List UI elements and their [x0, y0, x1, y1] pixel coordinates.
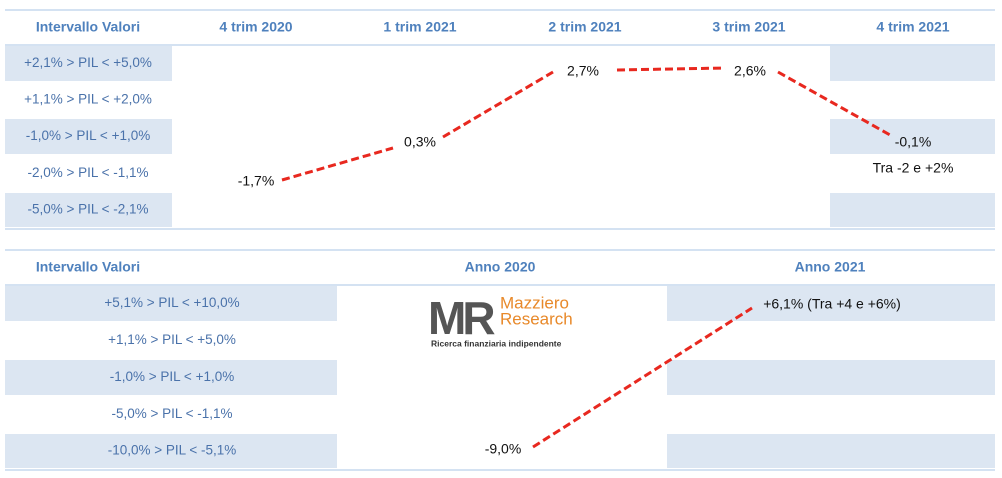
column-header: Anno 2020	[465, 259, 536, 275]
point-label: -1,7%	[238, 173, 275, 189]
point-label: -9,0%	[485, 441, 522, 457]
column-header: 4 trim 2021	[876, 19, 949, 35]
trend-line	[442, 70, 554, 139]
point-label: -0,1%	[895, 134, 932, 150]
trend-line	[777, 70, 891, 137]
note: Tra -2 e +2%	[873, 160, 954, 176]
row-label: +2,1% > PIL < +5,0%	[24, 55, 152, 70]
point-label: +6,1% (Tra +4 e +6%)	[763, 296, 901, 312]
row-label: +1,1% > PIL < +5,0%	[108, 332, 236, 347]
point-label: 2,6%	[734, 63, 766, 79]
cell-fill	[5, 119, 172, 154]
cell-fill	[5, 46, 172, 81]
cell-fill	[5, 434, 337, 468]
logo-mark: MR	[428, 292, 495, 344]
column-header: 2 trim 2021	[548, 19, 621, 35]
cell-fill	[830, 46, 995, 81]
row-label: -10,0% > PIL < -5,1%	[108, 443, 237, 458]
point-label: 2,7%	[567, 63, 599, 79]
column-header: Anno 2021	[795, 259, 866, 275]
cell-fill	[667, 286, 995, 321]
column-header: Intervallo Valori	[36, 19, 140, 35]
row-label: -1,0% > PIL < +1,0%	[26, 128, 150, 143]
row-label: +5,1% > PIL < +10,0%	[104, 295, 239, 310]
logo-name: Research	[500, 309, 573, 328]
cell-fill	[5, 193, 172, 227]
column-header: 4 trim 2020	[219, 19, 292, 35]
cell-fill	[830, 193, 995, 227]
column-header: 3 trim 2021	[712, 19, 785, 35]
row-label: +1,1% > PIL < +2,0%	[24, 92, 152, 107]
point-label: 0,3%	[404, 134, 436, 150]
column-header: 1 trim 2021	[383, 19, 456, 35]
trend-line	[616, 66, 726, 72]
cell-fill	[667, 360, 995, 395]
row-label: -5,0% > PIL < -2,1%	[27, 202, 148, 217]
cell-fill	[667, 434, 995, 468]
trend-line	[281, 146, 394, 182]
row-label: -5,0% > PIL < -1,1%	[111, 406, 232, 421]
trend-line	[532, 306, 753, 449]
row-label: -1,0% > PIL < +1,0%	[110, 369, 234, 384]
row-label: -2,0% > PIL < -1,1%	[27, 165, 148, 180]
logo: MR Mazziero Research Ricerca finanziaria…	[428, 292, 573, 348]
cell-fill	[830, 119, 995, 154]
logo-tagline: Ricerca finanziaria indipendente	[431, 338, 562, 348]
column-header: Intervallo Valori	[36, 259, 140, 275]
cell-fill	[5, 286, 337, 321]
logo-name: Mazziero	[500, 293, 569, 312]
cell-fill	[5, 360, 337, 395]
